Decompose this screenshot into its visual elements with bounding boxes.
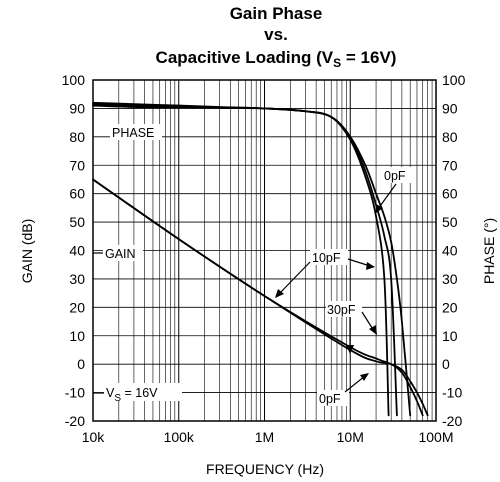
y-tick-label-left: 30 [69, 271, 85, 287]
y-tick-label-right: 10 [442, 328, 458, 344]
y-axis-label-left: GAIN (dB) [19, 219, 35, 284]
y-tick-label-left: 70 [69, 157, 85, 173]
x-axis-label: FREQUENCY (Hz) [206, 461, 324, 477]
vs-label-sub: S [114, 393, 121, 404]
y-tick-label-left: 20 [69, 299, 85, 315]
x-ticks: 10k 100k 1M 10M 100M [82, 429, 454, 445]
title-line-1: Gain Phase [230, 4, 323, 23]
x-tick-label: 1M [255, 429, 274, 445]
phase-label: PHASE [112, 126, 154, 140]
pf30-box [326, 301, 362, 317]
y-tick-label-right: 100 [442, 72, 466, 88]
y-tick-label-left: -20 [65, 413, 85, 429]
y-tick-label-right: 40 [442, 243, 458, 259]
chart-title: Gain Phase vs. Capacitive Loading (VS = … [156, 4, 397, 70]
vs-label: VS = 16V [106, 386, 158, 404]
gain-label: GAIN [105, 247, 136, 261]
y-tick-label-right: -20 [442, 413, 462, 429]
phase-label-box [110, 124, 162, 140]
plot-frame [92, 79, 437, 422]
pf10-label: 10pF [312, 251, 341, 265]
title-line-3-sub: S [333, 56, 341, 70]
y-tick-label-right: 50 [442, 214, 458, 230]
series-line-phase-30pf [92, 103, 390, 417]
y-tick-label-left: 50 [69, 214, 85, 230]
pf30-label: 30pF [327, 303, 356, 317]
x-tick-label: 10k [82, 429, 106, 445]
title-line-3-rest: = 16V) [341, 48, 396, 67]
vs-label-box [104, 383, 182, 401]
y-tick-label-right: 90 [442, 100, 458, 116]
title-line-3: Capacitive Loading (VS = 16V) [156, 48, 397, 70]
x-tick-label: 10M [337, 429, 364, 445]
y-tick-label-left: 100 [62, 72, 86, 88]
y-tick-label-right: 30 [442, 271, 458, 287]
x-tick-label: 100M [418, 429, 453, 445]
y-axis-label-right: PHASE (°) [481, 218, 497, 284]
pf0-top-box [382, 167, 414, 183]
pf0-top-arrow [377, 183, 397, 210]
pf0-top-label: 0pF [384, 169, 406, 183]
pf30-arrowhead-right [369, 325, 377, 335]
pf0-bottom-label: 0pF [319, 392, 341, 406]
series-lines [92, 101, 429, 417]
pf0-bottom-box [317, 390, 349, 406]
pf10-box [310, 249, 348, 265]
pf30-arrowhead-down [346, 345, 354, 354]
title-line-3-main: Capacitive Loading (V [156, 48, 334, 67]
y-tick-label-left: 80 [69, 129, 85, 145]
y-tick-label-right: 20 [442, 299, 458, 315]
annotations: PHASE GAIN VS = 16V 0pF 10pF 30pF 0pF [93, 124, 414, 406]
x-tick-label: 100k [164, 429, 195, 445]
pf10-arrow-right [347, 258, 371, 267]
vs-label-main: V [106, 386, 115, 400]
series-line-gain-30pf [92, 178, 424, 417]
y-tick-label-left: 60 [69, 186, 85, 202]
y-tick-label-right: 0 [442, 356, 450, 372]
y-tick-label-left: 0 [77, 356, 85, 372]
y-tick-label-right: 70 [442, 157, 458, 173]
pf10-arrowhead-right [366, 262, 375, 270]
y-tick-label-left: 40 [69, 243, 85, 259]
y-tick-label-right: 80 [442, 129, 458, 145]
y-tick-label-left: 10 [69, 328, 85, 344]
pf0-bottom-arrowhead [360, 373, 369, 381]
y-tick-label-left: 90 [69, 100, 85, 116]
pf10-arrowhead-left [275, 289, 284, 298]
pf0-bottom-arrow [344, 375, 366, 393]
pf0-top-arrowhead [376, 204, 383, 213]
vs-label-rest: = 16V [121, 386, 158, 400]
pf10-arrow-left [278, 261, 311, 295]
y-tick-label-right: -10 [442, 385, 462, 401]
gain-label-box [103, 245, 143, 261]
y-tick-label-right: 60 [442, 186, 458, 202]
y-tick-label-left: -10 [65, 385, 85, 401]
title-line-2: vs. [264, 25, 288, 44]
